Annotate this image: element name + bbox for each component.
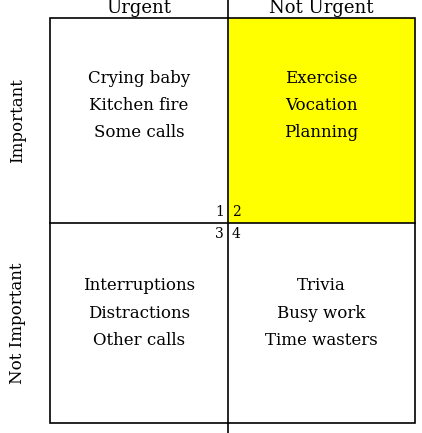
Text: Urgent: Urgent bbox=[106, 0, 171, 17]
Text: Interruptions
Distractions
Other calls: Interruptions Distractions Other calls bbox=[83, 277, 195, 349]
Text: Not Urgent: Not Urgent bbox=[269, 0, 374, 17]
Text: Important: Important bbox=[10, 78, 27, 163]
Text: 1: 1 bbox=[215, 205, 224, 219]
Text: Crying baby
Kitchen fire
Some calls: Crying baby Kitchen fire Some calls bbox=[88, 70, 190, 142]
Bar bbox=[228, 18, 415, 223]
Text: 4: 4 bbox=[232, 227, 241, 241]
Text: 2: 2 bbox=[232, 205, 241, 219]
Text: Exercise
Vocation
Planning: Exercise Vocation Planning bbox=[284, 70, 359, 142]
Text: 3: 3 bbox=[215, 227, 224, 241]
Bar bbox=[50, 18, 415, 423]
Text: Not Important: Not Important bbox=[10, 262, 27, 384]
Text: Trivia
Busy work
Time wasters: Trivia Busy work Time wasters bbox=[265, 277, 378, 349]
